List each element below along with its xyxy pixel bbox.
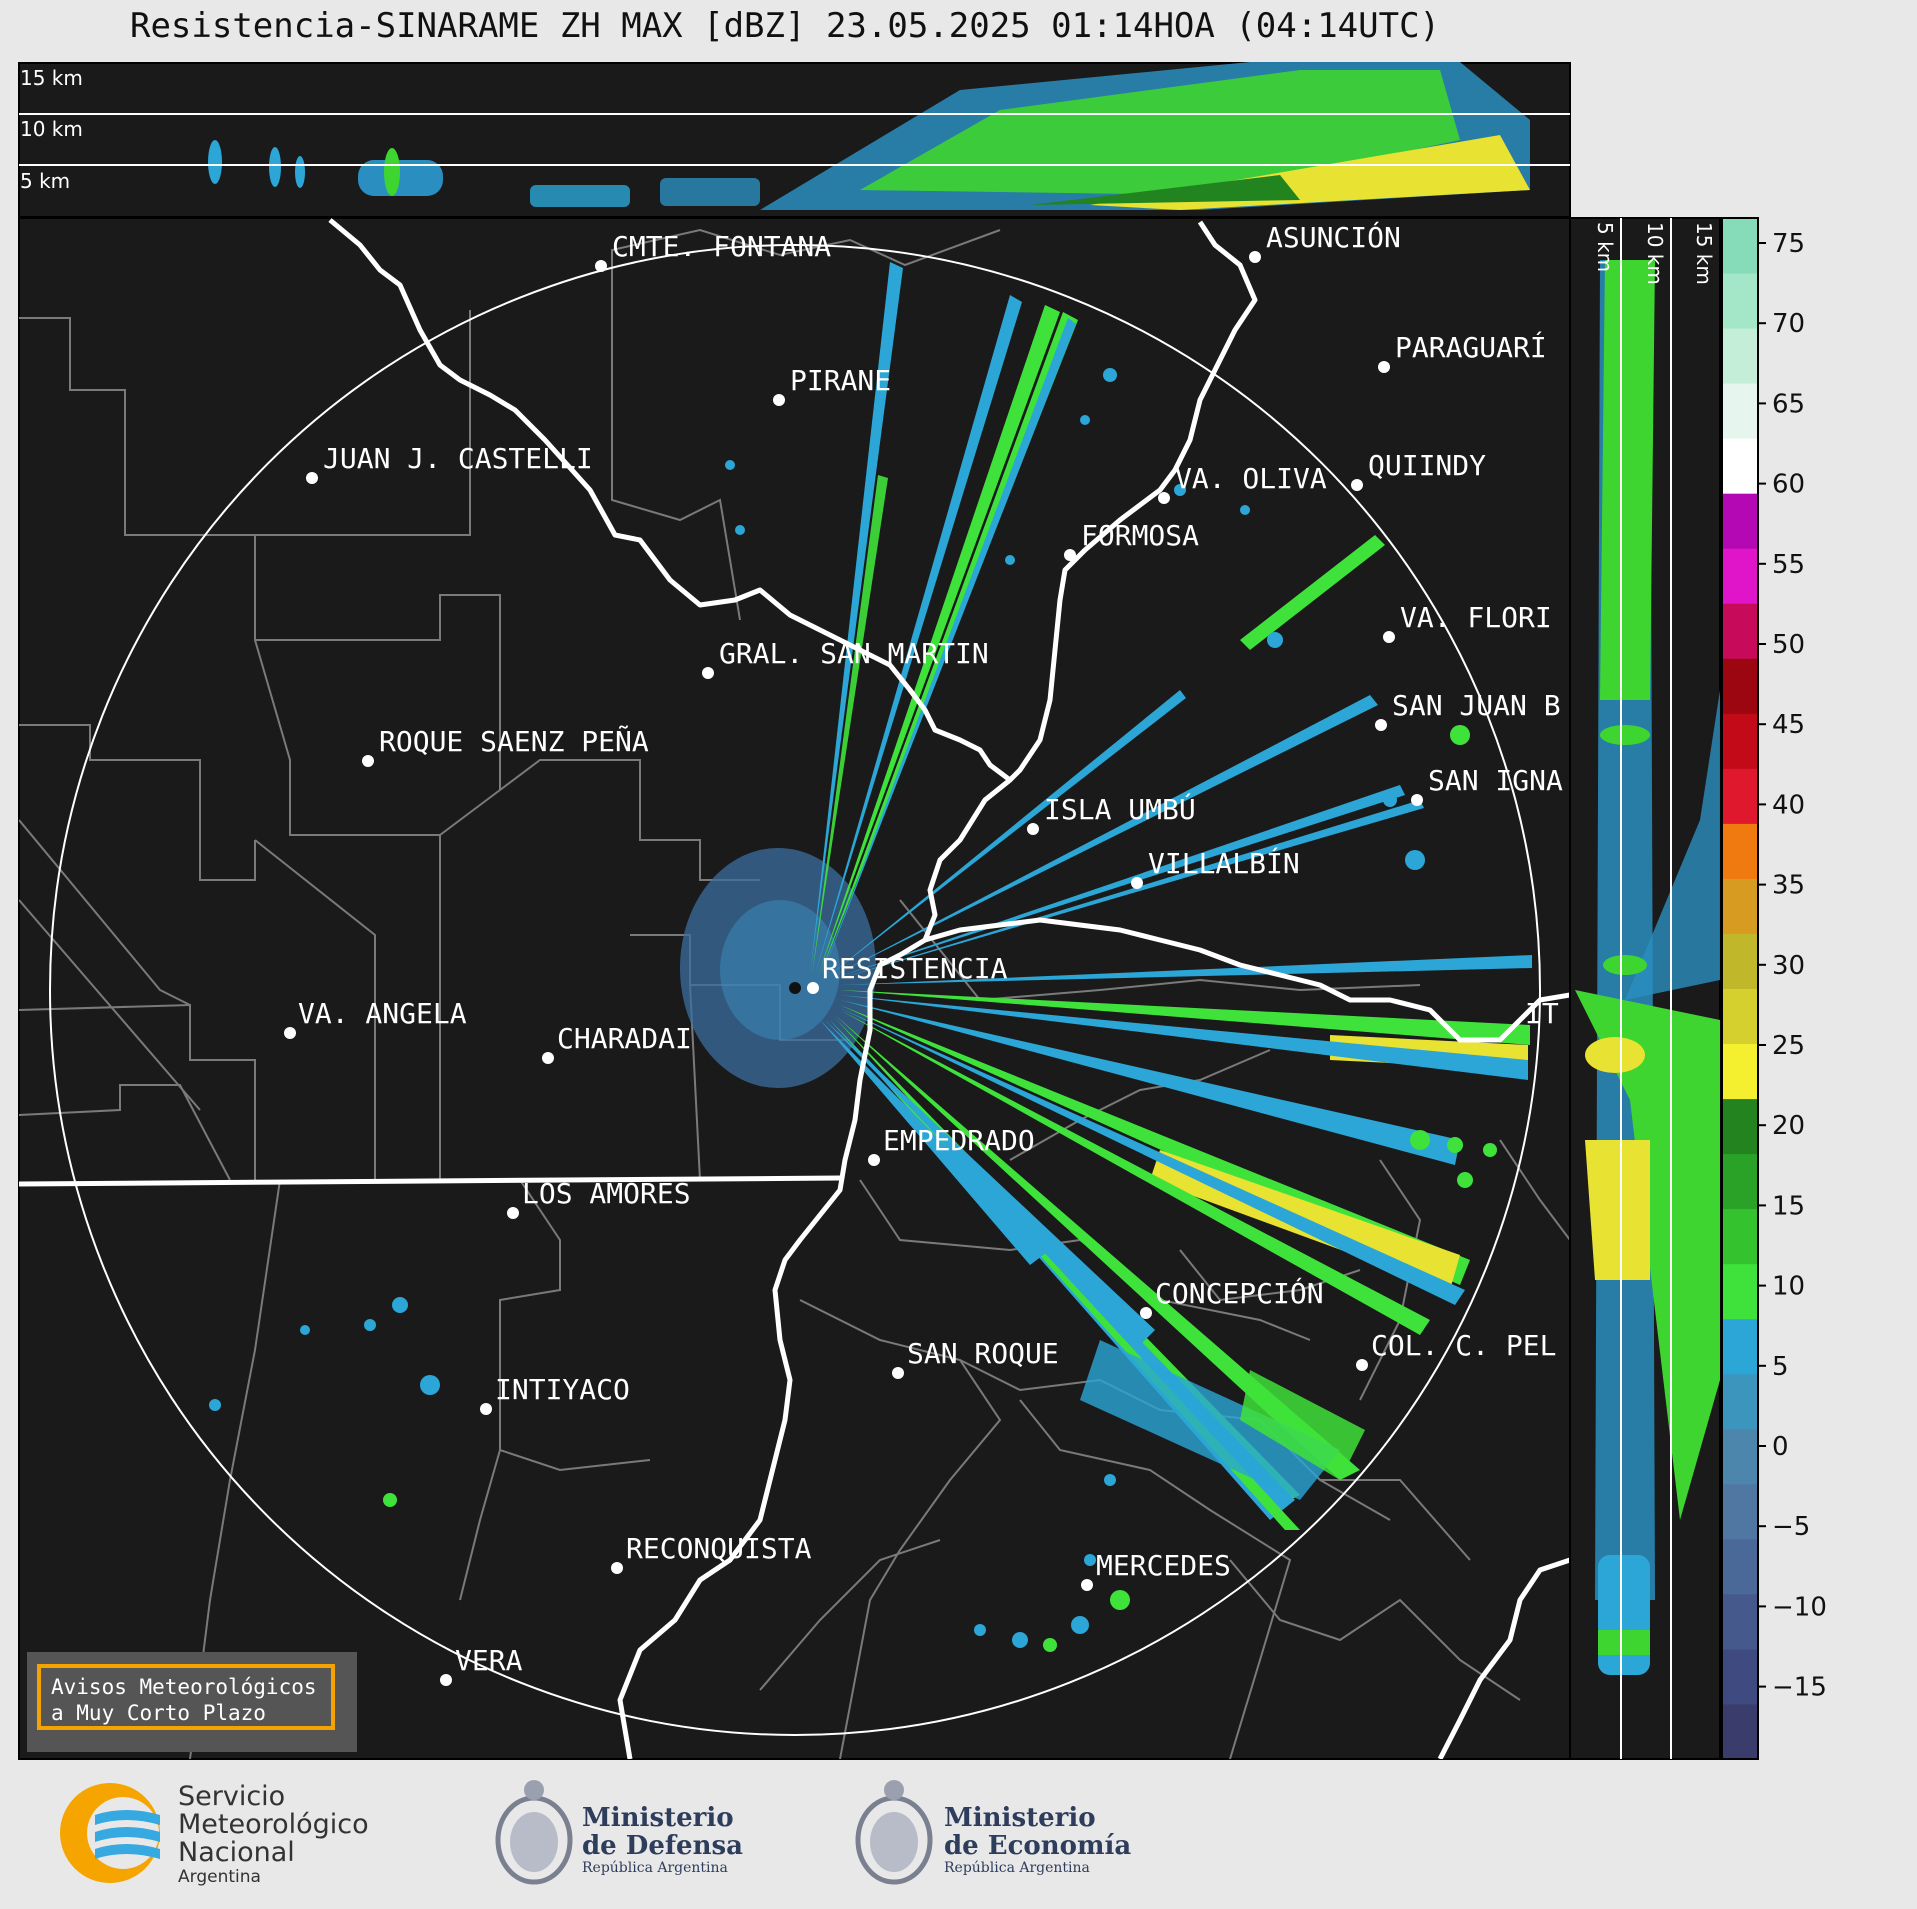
colorbar-tick-label: −10 bbox=[1772, 1592, 1827, 1622]
colorbar-swatch bbox=[1722, 493, 1758, 549]
colorbar-tick-label: 0 bbox=[1772, 1432, 1789, 1462]
colorbar-tick-label: 20 bbox=[1772, 1111, 1805, 1141]
colorbar-tick-label: 15 bbox=[1772, 1191, 1805, 1221]
top-profile-echoes bbox=[208, 62, 1530, 210]
colorbar-swatch bbox=[1722, 1538, 1758, 1595]
range-ring bbox=[49, 244, 1541, 1736]
colorbar-swatch bbox=[1722, 768, 1758, 824]
top-profile-label-5: 5 km bbox=[20, 169, 70, 193]
colorbar-swatch bbox=[1722, 1373, 1758, 1430]
colorbar-tick-label: 70 bbox=[1772, 309, 1805, 339]
colorbar-swatch bbox=[1722, 1648, 1758, 1705]
colorbar-swatch bbox=[1722, 1208, 1758, 1265]
economia-line3: República Argentina bbox=[944, 1860, 1090, 1876]
colorbar-swatch bbox=[1722, 1428, 1758, 1485]
map-title: Resistencia-SINARAME ZH MAX [dBZ] 23.05.… bbox=[129, 6, 1441, 46]
colorbar-tick-label: 30 bbox=[1772, 951, 1805, 981]
defensa-line2: de Defensa bbox=[582, 1831, 743, 1861]
colorbar-swatch bbox=[1722, 328, 1758, 384]
colorbar-swatch bbox=[1722, 1098, 1758, 1155]
colorbar-tick-label: 40 bbox=[1772, 790, 1805, 820]
colorbar-tick-label: 10 bbox=[1772, 1272, 1805, 1302]
smn-logo: Servicio Meteorológico Nacional Argentin… bbox=[178, 1781, 369, 1888]
colorbar-swatch bbox=[1722, 933, 1758, 989]
colorbar-swatch bbox=[1722, 383, 1758, 439]
colorbar-tick-label: −15 bbox=[1772, 1673, 1827, 1703]
colorbar-swatch bbox=[1722, 1043, 1758, 1100]
radar-echoes bbox=[209, 262, 1532, 1652]
colorbar-swatch bbox=[1722, 823, 1758, 879]
avisos-badge: Avisos Meteorológicos a Muy Corto Plazo bbox=[27, 1652, 357, 1752]
colorbar-tick-label: 5 bbox=[1772, 1352, 1789, 1382]
defensa-logo: Ministerio de Defensa República Argentin… bbox=[582, 1804, 743, 1876]
colorbar-tick-label: 35 bbox=[1772, 871, 1805, 901]
economia-line2: de Economía bbox=[944, 1831, 1132, 1861]
colorbar-swatch bbox=[1722, 218, 1758, 274]
smn-line4: Argentina bbox=[178, 1867, 261, 1887]
defensa-line3: República Argentina bbox=[582, 1860, 728, 1876]
colorbar-tick-label: 75 bbox=[1772, 229, 1805, 259]
colorbar-tick-label: −5 bbox=[1772, 1512, 1810, 1542]
economia-logo: Ministerio de Economía República Argenti… bbox=[944, 1804, 1131, 1876]
top-profile-label-15: 15 km bbox=[20, 66, 83, 90]
colorbar-tick-label: 25 bbox=[1772, 1031, 1805, 1061]
colorbar-swatch bbox=[1722, 1593, 1758, 1650]
colorbar-swatch bbox=[1722, 1483, 1758, 1540]
borders bbox=[19, 218, 1570, 1759]
colorbar-swatch bbox=[1722, 273, 1758, 329]
colorbar-swatch bbox=[1722, 1703, 1758, 1760]
colorbar-swatch bbox=[1722, 713, 1758, 769]
top-profile-label-10: 10 km bbox=[20, 117, 83, 141]
smn-line2: Meteorológico bbox=[178, 1809, 369, 1840]
colorbar-tick-label: 50 bbox=[1772, 630, 1805, 660]
colorbar-tick-label: 55 bbox=[1772, 550, 1805, 580]
colorbar-swatch bbox=[1722, 988, 1758, 1045]
defensa-line1: Ministerio bbox=[582, 1803, 734, 1833]
colorbar-swatch bbox=[1722, 1153, 1758, 1210]
economia-line1: Ministerio bbox=[944, 1803, 1096, 1833]
colorbar-tick-label: 60 bbox=[1772, 470, 1805, 500]
colorbar-swatch bbox=[1722, 878, 1758, 934]
colorbar-swatch bbox=[1722, 548, 1758, 604]
colorbar-frame bbox=[1721, 217, 1759, 1760]
colorbar-swatch bbox=[1722, 438, 1758, 494]
colorbar-swatch bbox=[1722, 603, 1758, 659]
avisos-box: Avisos Meteorológicos a Muy Corto Plazo bbox=[37, 1664, 335, 1730]
colorbar-tick-label: 45 bbox=[1772, 710, 1805, 740]
avisos-line1: Avisos Meteorológicos bbox=[51, 1675, 317, 1699]
avisos-line2: a Muy Corto Plazo bbox=[51, 1701, 266, 1725]
smn-line1: Servicio bbox=[178, 1781, 286, 1812]
colorbar-swatch bbox=[1722, 1263, 1758, 1320]
colorbar-tick-label: 65 bbox=[1772, 389, 1805, 419]
smn-line3: Nacional bbox=[178, 1837, 295, 1868]
colorbar-swatch bbox=[1722, 658, 1758, 714]
colorbar-swatch bbox=[1722, 1318, 1758, 1375]
